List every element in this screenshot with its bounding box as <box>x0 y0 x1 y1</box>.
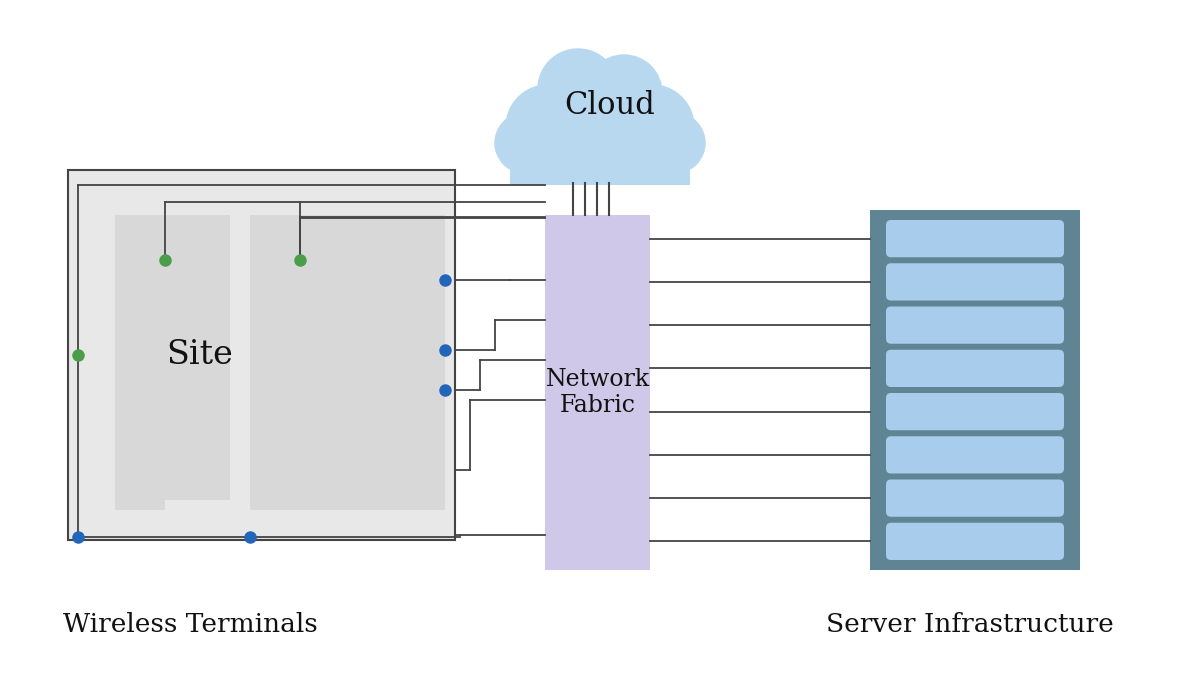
Bar <box>545 215 650 570</box>
Circle shape <box>538 49 618 129</box>
Bar <box>115 215 230 500</box>
Bar <box>115 460 166 510</box>
FancyBboxPatch shape <box>886 263 1064 301</box>
FancyBboxPatch shape <box>886 393 1064 430</box>
Bar <box>870 210 1080 570</box>
Text: Site: Site <box>167 339 234 371</box>
Circle shape <box>586 55 662 131</box>
Circle shape <box>506 85 590 169</box>
Text: Server Infrastructure: Server Infrastructure <box>826 612 1114 637</box>
FancyBboxPatch shape <box>886 306 1064 344</box>
FancyBboxPatch shape <box>886 350 1064 387</box>
Circle shape <box>610 85 694 169</box>
FancyBboxPatch shape <box>886 523 1064 560</box>
FancyBboxPatch shape <box>886 479 1064 517</box>
Circle shape <box>496 113 554 173</box>
Bar <box>250 215 445 510</box>
Bar <box>510 125 690 185</box>
FancyBboxPatch shape <box>886 220 1064 257</box>
Circle shape <box>646 113 706 173</box>
FancyBboxPatch shape <box>886 436 1064 474</box>
Bar <box>68 170 455 540</box>
Text: Wireless Terminals: Wireless Terminals <box>62 612 317 637</box>
Text: Cloud: Cloud <box>565 90 655 120</box>
Text: Network
Fabric: Network Fabric <box>546 367 649 417</box>
Circle shape <box>545 60 655 170</box>
